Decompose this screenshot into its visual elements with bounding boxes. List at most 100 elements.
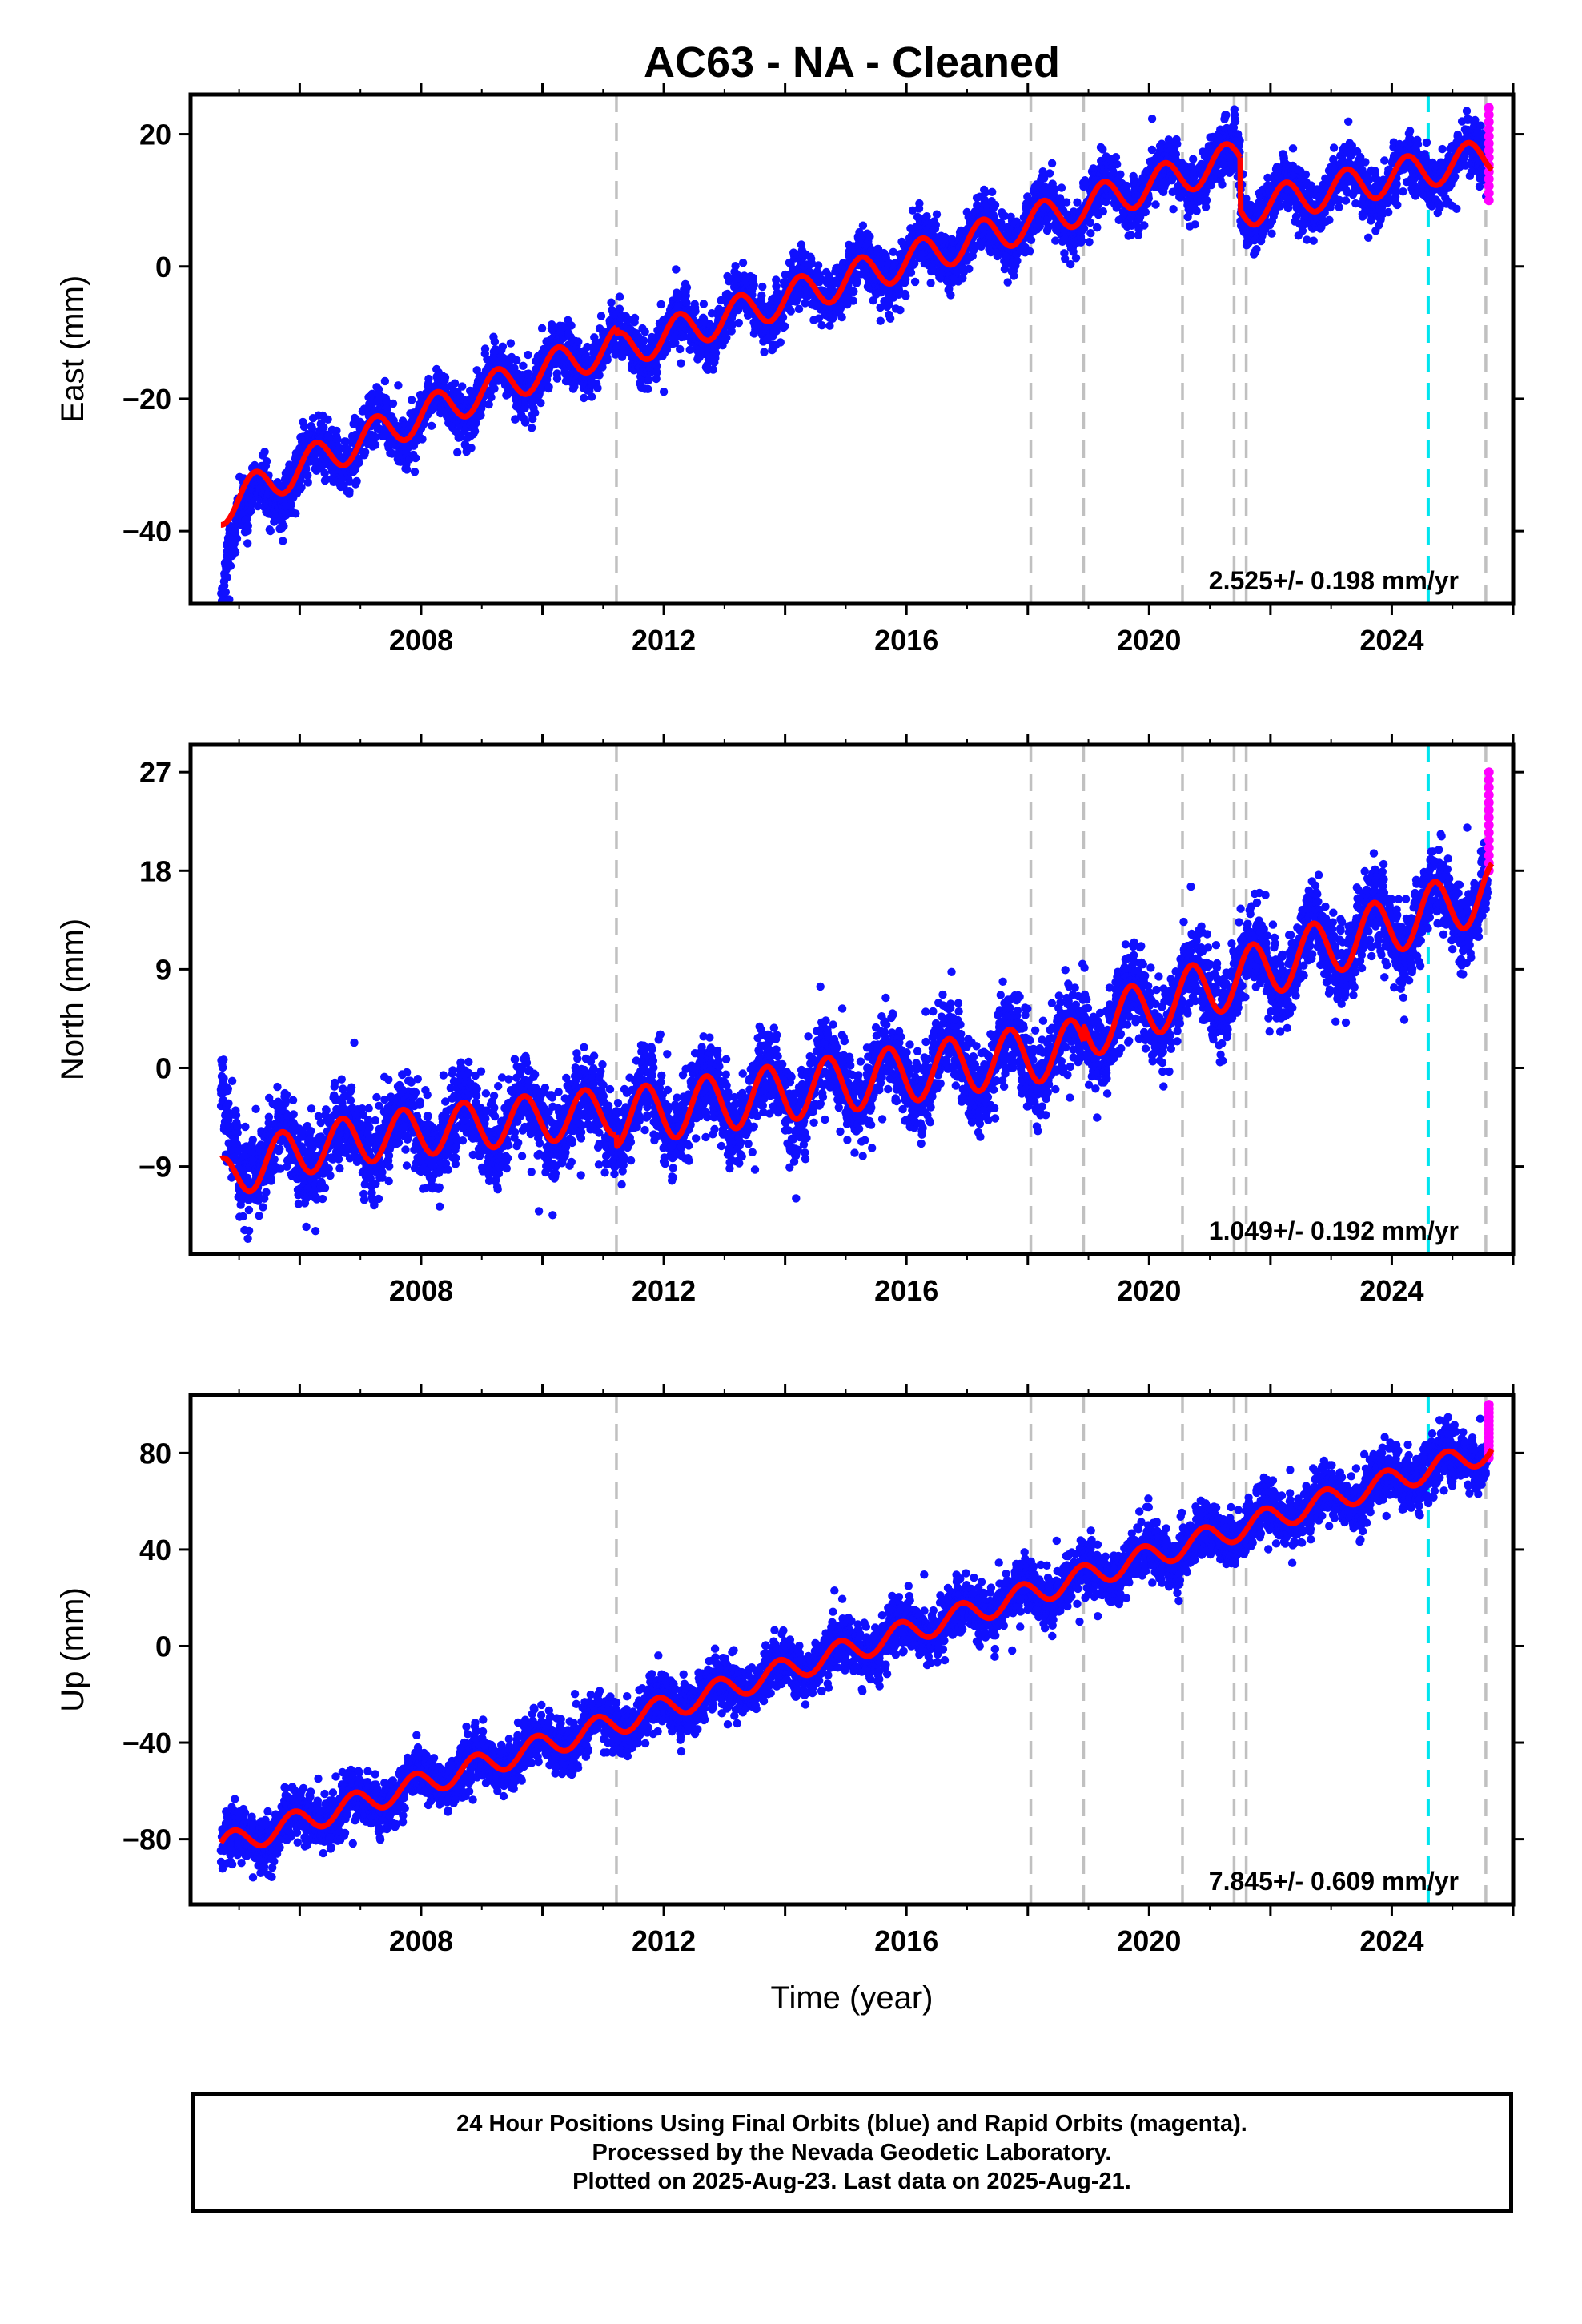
data-point — [536, 398, 545, 408]
data-point — [219, 613, 227, 621]
data-point — [1231, 117, 1240, 126]
data-point — [537, 324, 547, 333]
data-point — [467, 444, 476, 452]
data-point — [672, 265, 681, 274]
data-point — [1218, 180, 1227, 189]
data-point — [1086, 229, 1095, 238]
data-point — [567, 321, 576, 330]
data-point — [1003, 278, 1012, 287]
data-point — [484, 400, 493, 409]
data-point — [470, 427, 480, 436]
data-point — [1222, 111, 1231, 119]
data-point — [837, 312, 846, 322]
data-point — [1062, 198, 1071, 207]
data-point — [490, 337, 500, 346]
data-point — [682, 283, 692, 292]
data-point — [580, 393, 588, 403]
data-point — [595, 371, 604, 380]
data-point — [219, 613, 227, 621]
chart-title: AC63 - NA - Cleaned — [644, 38, 1060, 86]
data-point — [291, 509, 300, 518]
data-point — [279, 537, 287, 545]
data-point — [1173, 139, 1182, 148]
data-point — [1086, 218, 1095, 227]
data-point — [498, 342, 508, 351]
data-point — [906, 268, 916, 277]
data-point — [524, 369, 533, 378]
data-point — [749, 280, 758, 290]
data-point — [361, 448, 370, 456]
data-point — [299, 422, 309, 432]
data-point — [519, 361, 528, 370]
data-point — [1111, 153, 1121, 162]
data-point — [676, 344, 685, 354]
data-point — [506, 339, 516, 348]
data-point — [1141, 207, 1150, 217]
data-point — [1169, 205, 1178, 214]
data-point — [1045, 169, 1054, 178]
data-point — [1151, 200, 1160, 209]
data-point — [219, 609, 227, 617]
data-point — [896, 305, 905, 315]
data-point — [511, 415, 520, 424]
data-point — [453, 448, 462, 457]
data-point — [699, 300, 709, 308]
data-point — [1013, 256, 1022, 265]
data-point — [760, 348, 769, 356]
data-point — [1126, 231, 1136, 239]
data-point — [901, 292, 910, 300]
data-point — [1113, 159, 1122, 169]
data-point — [510, 364, 519, 372]
data-point — [1189, 155, 1198, 163]
data-point — [303, 471, 312, 480]
data-point — [544, 382, 553, 392]
data-point — [1235, 136, 1244, 145]
data-point — [1147, 115, 1157, 123]
data-point — [776, 338, 785, 347]
data-point — [926, 279, 935, 287]
data-point — [424, 374, 433, 384]
data-point — [394, 381, 403, 390]
data-point — [596, 312, 606, 320]
data-point — [287, 501, 295, 509]
plot-area-east — [217, 94, 1495, 625]
data-point — [731, 262, 740, 271]
data-point — [247, 506, 255, 516]
data-point — [858, 221, 868, 230]
data-point — [243, 539, 252, 548]
data-point — [458, 382, 467, 391]
data-point — [711, 348, 721, 357]
data-point — [659, 388, 669, 396]
data-point — [410, 468, 420, 476]
data-point — [644, 376, 653, 384]
data-point — [781, 322, 789, 331]
data-point — [345, 487, 354, 496]
data-point — [490, 384, 499, 393]
data-point — [231, 548, 240, 557]
data-point — [615, 292, 624, 301]
data-point — [218, 617, 226, 625]
data-point — [279, 521, 288, 531]
data-point — [990, 200, 1000, 210]
data-point — [520, 418, 530, 427]
data-point — [266, 526, 275, 536]
data-point — [988, 187, 997, 196]
data-point — [307, 424, 316, 432]
data-point — [946, 291, 955, 300]
data-point — [388, 399, 398, 408]
data-point — [786, 307, 795, 316]
data-point — [297, 483, 306, 492]
data-point — [480, 344, 490, 353]
data-point — [552, 374, 562, 383]
data-point — [1116, 170, 1125, 179]
data-point — [1079, 223, 1089, 233]
data-point — [640, 336, 648, 345]
data-point — [260, 448, 269, 456]
data-point — [1192, 207, 1201, 215]
data-point — [640, 328, 649, 336]
data-point — [865, 232, 874, 241]
data-point — [876, 316, 885, 325]
data-point — [450, 379, 460, 388]
data-point — [817, 321, 826, 330]
